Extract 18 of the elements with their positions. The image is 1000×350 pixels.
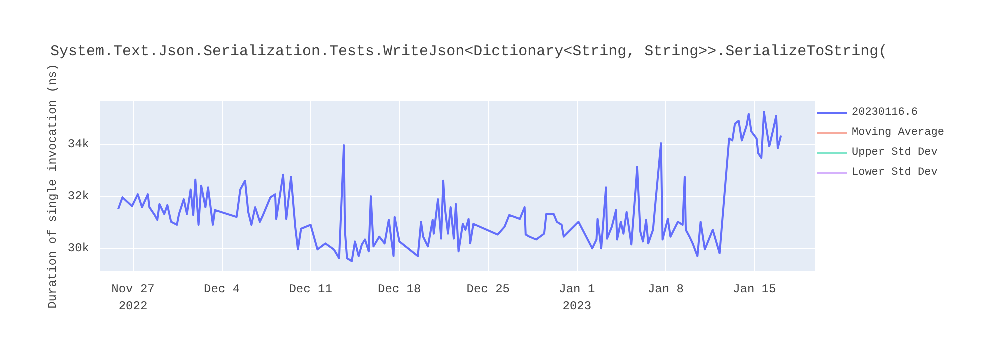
x-tick-label: Jan 15 bbox=[733, 282, 776, 296]
x-tick-label: Nov 27 2022 bbox=[112, 282, 155, 314]
x-tick-label: Jan 1 2023 bbox=[559, 282, 596, 314]
y-axis-title: Duration of single invocation (ns) bbox=[46, 64, 60, 309]
x-tick-label: Dec 25 bbox=[466, 282, 510, 296]
x-tick-label: Dec 18 bbox=[378, 282, 422, 296]
legend-label: Upper Std Dev bbox=[852, 147, 938, 159]
chart-title: System.Text.Json.Serialization.Tests.WriteJson<Dictionary<String, String>>.SerializeToString( bbox=[50, 44, 888, 60]
y-tick-label: 30k bbox=[68, 242, 90, 256]
y-tick-label: 32k bbox=[68, 190, 90, 204]
x-tick-label: Dec 4 bbox=[204, 282, 240, 296]
legend-label: Moving Average bbox=[852, 127, 944, 139]
x-tick-label: Dec 11 bbox=[289, 282, 332, 296]
x-tick-label: Jan 8 bbox=[648, 282, 684, 296]
line-series bbox=[117, 111, 782, 262]
y-tick-label: 34k bbox=[68, 137, 90, 152]
legend-label: Lower Std Dev bbox=[852, 167, 938, 179]
legend-label: 20230116.6 bbox=[852, 107, 918, 119]
